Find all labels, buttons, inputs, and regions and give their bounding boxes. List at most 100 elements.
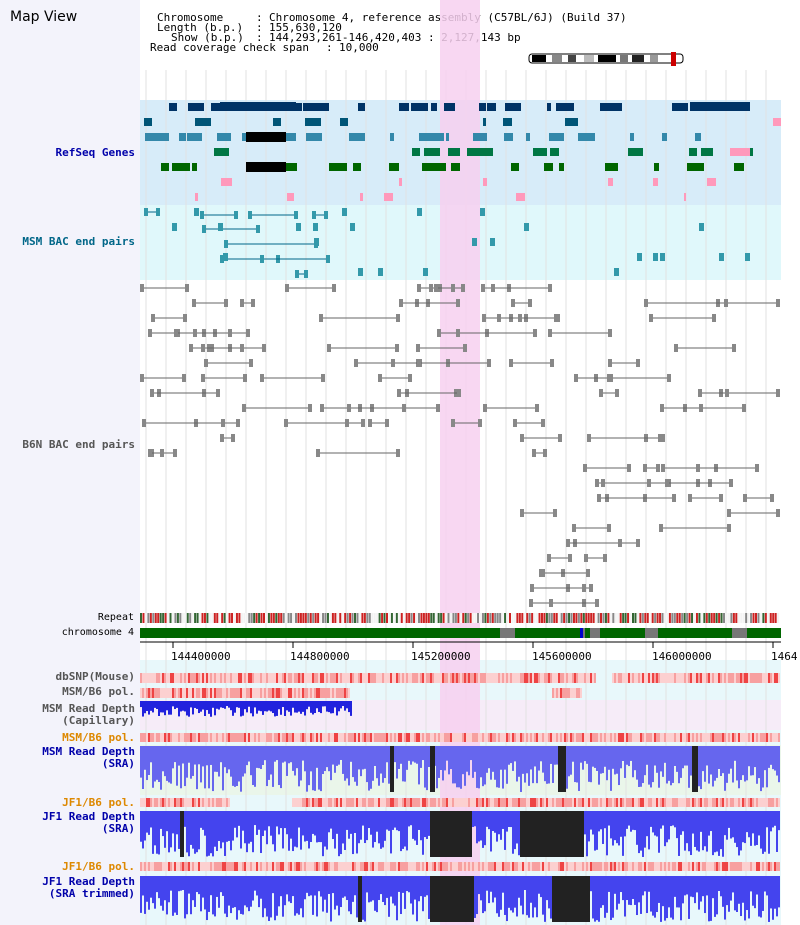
snp-mark — [562, 798, 564, 807]
msm-bac-label[interactable]: MSM BAC end pairs — [22, 235, 135, 248]
snp-mark — [216, 862, 218, 871]
repeat-mark — [710, 613, 713, 623]
repeat-mark — [767, 613, 770, 623]
chromosome-ideogram[interactable] — [528, 52, 688, 66]
bac-pair-end — [457, 389, 461, 397]
snp-mark — [732, 673, 734, 683]
genome-track-canvas[interactable] — [140, 0, 800, 925]
refseq-genes-label[interactable]: RefSeq Genes — [55, 146, 135, 159]
gene-block — [446, 133, 449, 141]
repeat-mark — [580, 613, 583, 623]
depth-bar — [212, 746, 214, 792]
snp-mark — [330, 798, 332, 807]
snp-mark — [290, 688, 292, 698]
depth-bar — [320, 876, 322, 897]
snp-mark — [214, 862, 216, 871]
snp-mark — [172, 688, 174, 698]
repeat-mark — [678, 613, 681, 623]
depth-bar — [328, 876, 330, 895]
bac-pair-end — [524, 223, 529, 231]
snp-mark — [152, 798, 154, 807]
depth-bar — [504, 746, 506, 770]
depth-bar — [254, 811, 256, 826]
jf1-b6-pol-label-2[interactable]: JF1/B6 pol. — [62, 860, 135, 873]
dbsnp-label[interactable]: dbSNP(Mouse) — [55, 670, 135, 683]
snp-mark — [188, 688, 190, 698]
snp-mark — [258, 688, 260, 698]
bac-pair-end — [429, 284, 433, 292]
msm-read-depth-capillary-label[interactable]: MSM Read Depth — [42, 702, 135, 715]
depth-bar — [622, 811, 624, 856]
jf1-read-depth-trimmed-label[interactable]: JF1 Read Depth — [42, 875, 135, 888]
snp-mark — [364, 798, 366, 807]
snp-mark — [486, 673, 488, 683]
depth-bar — [310, 811, 312, 842]
snp-mark — [190, 862, 192, 871]
depth-bar — [746, 746, 748, 781]
bac-pair-end — [148, 449, 152, 457]
bac-pair-end — [456, 329, 460, 337]
snp-mark — [176, 862, 178, 871]
snp-mark — [460, 798, 462, 807]
depth-bar — [364, 876, 366, 922]
snp-mark — [302, 862, 304, 871]
depth-bar — [568, 746, 570, 777]
jf1-read-depth-sra-label[interactable]: JF1 Read Depth — [42, 810, 135, 823]
depth-bar — [588, 746, 590, 782]
snp-mark — [604, 862, 606, 871]
snp-mark — [288, 733, 290, 742]
depth-bar — [212, 701, 214, 708]
snp-mark — [566, 688, 568, 698]
snp-mark — [556, 798, 558, 807]
depth-bar — [238, 811, 240, 826]
msm-b6-pol-label-2[interactable]: MSM/B6 pol. — [62, 731, 135, 744]
depth-bar — [534, 876, 536, 908]
jf1-b6-pol-label-1[interactable]: JF1/B6 pol. — [62, 796, 135, 809]
depth-bar — [660, 876, 662, 922]
snp-mark — [206, 673, 208, 683]
depth-bar — [220, 701, 222, 708]
repeat-mark — [245, 613, 248, 623]
snp-mark — [524, 862, 526, 871]
depth-bar — [356, 876, 358, 918]
msm-b6-pol-label-1[interactable]: MSM/B6 pol. — [62, 685, 135, 698]
depth-bar — [230, 876, 232, 914]
depth-bar — [422, 746, 424, 761]
depth-bar — [718, 876, 720, 892]
b6n-bac-label[interactable]: B6N BAC end pairs — [22, 438, 135, 451]
depth-bar — [514, 811, 516, 850]
depth-bar — [348, 701, 350, 713]
snp-mark — [418, 673, 420, 683]
repeat-mark — [304, 613, 307, 623]
depth-bar — [770, 876, 772, 909]
msm-read-depth-sra-label[interactable]: MSM Read Depth — [42, 745, 135, 758]
gene-block — [584, 133, 595, 141]
snp-mark — [158, 733, 160, 742]
repeat-mark — [162, 613, 165, 623]
snp-mark — [522, 733, 524, 742]
snp-mark — [684, 673, 686, 683]
snp-mark — [196, 688, 198, 698]
snp-mark — [230, 733, 232, 742]
depth-bar — [678, 746, 680, 784]
snp-mark — [336, 688, 338, 698]
depth-bar — [142, 811, 144, 849]
depth-bar — [170, 876, 172, 891]
snp-mark — [576, 733, 578, 742]
snp-mark — [320, 798, 322, 807]
snp-mark — [400, 798, 402, 807]
repeat-mark — [651, 613, 654, 623]
depth-bar — [728, 811, 730, 828]
snp-mark — [424, 673, 426, 683]
snp-mark — [488, 673, 490, 683]
bac-pair-end — [396, 314, 400, 322]
chromosome-gap — [500, 628, 515, 638]
snp-mark — [332, 688, 334, 698]
snp-mark — [674, 798, 676, 807]
depth-bar — [228, 701, 230, 708]
bac-pair-end — [776, 509, 780, 517]
snp-mark — [410, 798, 412, 807]
repeat-mark — [265, 613, 268, 623]
snp-mark — [600, 798, 602, 807]
snp-mark — [334, 798, 336, 807]
